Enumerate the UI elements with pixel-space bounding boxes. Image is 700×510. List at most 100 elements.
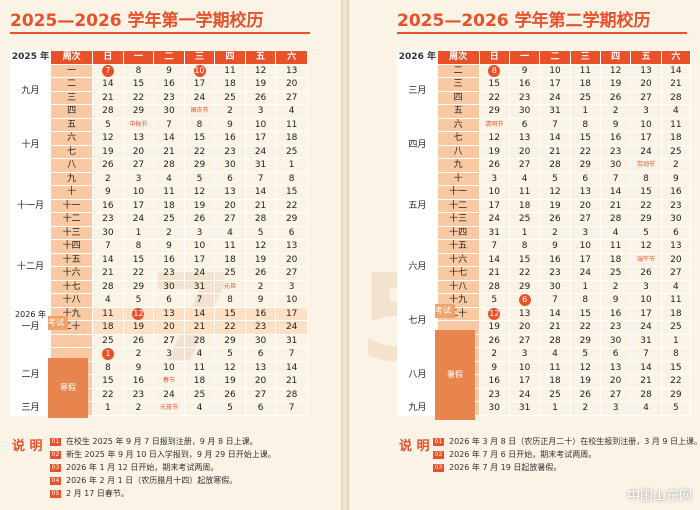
year-label: 2026 年 — [15, 309, 46, 319]
day-cell: 14 — [153, 131, 185, 146]
week-number: 五 — [50, 117, 94, 132]
day-cell: 3 — [630, 104, 662, 119]
day-cell: 19 — [122, 320, 155, 335]
day-cell: 10 — [153, 360, 185, 375]
day-cell: 25 — [539, 387, 571, 402]
day-cell: 24 — [630, 144, 662, 159]
day-cell: 2 — [599, 279, 632, 294]
header-mon: 一 — [508, 50, 541, 65]
day-cell: 26 — [569, 387, 601, 402]
day-cell: 22 — [275, 198, 308, 213]
day-cell: 15 — [569, 131, 601, 146]
month-label: 三月 — [9, 401, 52, 416]
day-cell: 9 — [153, 63, 185, 78]
day-cell: 24 — [630, 320, 662, 335]
week-row: 十四 31 1 2 3 4 5 6 — [398, 225, 692, 240]
day-cell: 17 — [122, 198, 155, 213]
day-cell: 26 — [122, 333, 155, 348]
day-cell: 26 — [92, 158, 124, 173]
week-row: 七月 十九 5 6 7 8 9 10 11 — [397, 293, 692, 348]
day-cell: 15 — [630, 185, 662, 200]
day-cell: 10 — [478, 185, 510, 200]
day-cell: 31 — [244, 158, 277, 173]
week-number: 三 — [50, 90, 94, 105]
day-cell: 26 — [214, 387, 246, 402]
day-cell: 11 — [599, 239, 632, 254]
day-cell: 26 — [478, 158, 510, 173]
day-cell: 25 — [660, 320, 692, 335]
day-cell: 2 — [660, 158, 692, 173]
day-cell: 30 — [153, 279, 185, 294]
day-cell: 26 — [630, 266, 662, 281]
header-sun: 日 — [478, 50, 510, 65]
day-cell: 31 — [275, 333, 308, 348]
day-cell: 25 — [569, 90, 601, 105]
notes-title: 说 明 — [12, 439, 43, 454]
day-cell: 23 — [599, 320, 632, 335]
week-row: 七 12 13 14 15 16 17 18 — [398, 131, 692, 146]
day-cell: 25 — [183, 387, 216, 402]
week-number: 六 — [50, 131, 94, 146]
day-cell: 9 — [539, 239, 571, 254]
day-cell: 12 — [92, 131, 124, 146]
day-cell: 6 — [275, 225, 308, 240]
day-cell: 7 — [153, 117, 185, 132]
summer-holiday-block: 暑假 — [435, 330, 475, 420]
day-cell: 3 — [508, 347, 541, 362]
week-row: 四月六清明节 6 7 8 9 10 11 — [397, 117, 692, 173]
day-cell: 22 — [569, 144, 601, 159]
day-cell: 24 — [122, 212, 155, 227]
note-text: 新生 2025 年 9 月 10 日入学报到，9 月 29 日开始上课。 — [66, 450, 276, 459]
highlight-day-marker: 10 — [193, 64, 206, 77]
day-cell: 29 — [660, 387, 692, 402]
day-cell: 19 — [183, 198, 216, 213]
header-tue: 二 — [539, 50, 571, 65]
day-cell: 23 — [153, 266, 185, 281]
note-item: 05 2 月 17 日春节。 — [50, 488, 129, 499]
week-number: 六 — [436, 117, 480, 132]
day-cell: 13 — [508, 131, 541, 146]
day-cell: 29 — [275, 212, 308, 227]
week-row: 十一 10 11 12 13 14 15 16 — [398, 185, 692, 200]
day-cell: 17 — [630, 306, 662, 321]
day-cell: 14 — [92, 77, 124, 92]
header-sun: 日 — [92, 50, 124, 65]
day-cell: 20 — [508, 320, 541, 335]
week-number: 十 — [436, 171, 480, 186]
week-number: 十八 — [436, 279, 480, 294]
month-label: 九月 — [9, 63, 52, 119]
day-cell: 20 — [214, 198, 246, 213]
day-cell: 21 — [539, 144, 571, 159]
header-fri: 五 — [244, 50, 277, 65]
week-number: 三 — [436, 77, 480, 92]
week-number: 七 — [50, 144, 94, 159]
day-cell: 19 — [214, 374, 246, 389]
day-cell: 9 — [478, 360, 510, 375]
day-cell: 9 — [599, 117, 632, 132]
day-cell: 22 — [660, 374, 692, 389]
week-row: 五月十 3 4 5 6 7 8 9 — [397, 171, 692, 240]
highlight-day-marker: 8 — [488, 64, 501, 77]
day-cell: 26 — [478, 333, 510, 348]
day-cell: 13 — [275, 63, 308, 78]
day-cell: 1 — [569, 279, 601, 294]
day-cell: 31 — [183, 279, 216, 294]
month-label: 十二月 — [9, 239, 52, 294]
day-cell: 18 — [508, 198, 541, 213]
day-cell: 14 — [92, 252, 124, 267]
day-cell: 22 — [122, 90, 155, 105]
day-cell: 18 — [599, 252, 632, 267]
day-cell: 28 — [630, 387, 662, 402]
week-number: 十六 — [50, 266, 94, 281]
day-cell: 5 — [122, 293, 155, 308]
day-cell: 15 — [214, 306, 246, 321]
week-row: 三 21 22 23 24 25 26 27 — [11, 90, 308, 105]
semester-2-title-line — [397, 32, 687, 34]
day-cell: 7 — [92, 239, 124, 254]
day-cell: 11 — [92, 306, 124, 321]
day-cell: 24 — [244, 144, 277, 159]
brand-watermark: 中国山东网 — [626, 489, 692, 504]
day-cell: 20 — [569, 198, 601, 213]
day-cell: 8 — [630, 171, 662, 186]
day-cell: 28 — [244, 212, 277, 227]
